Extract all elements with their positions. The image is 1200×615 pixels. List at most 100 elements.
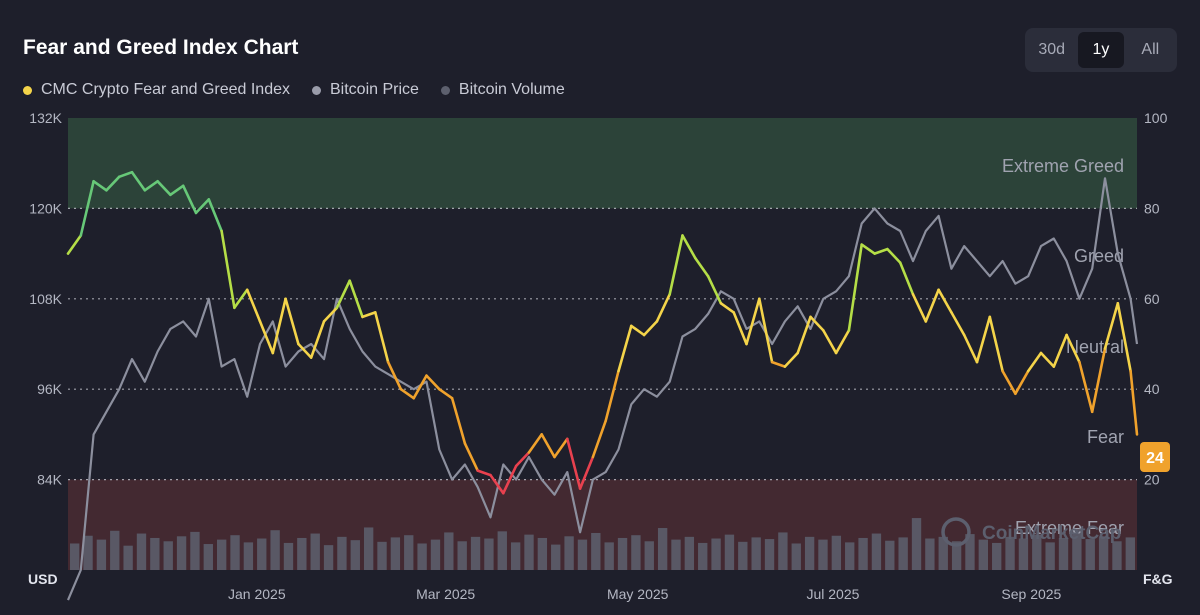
legend-label-fear-greed: CMC Crypto Fear and Greed Index <box>41 81 290 98</box>
fear-greed-segment <box>655 292 672 323</box>
volume-bar <box>577 539 588 570</box>
volume-bar <box>1112 541 1122 570</box>
legend-item-fear-greed[interactable]: CMC Crypto Fear and Greed Index <box>23 81 290 99</box>
zone-label-neutral: Neutral <box>1066 337 1124 357</box>
fear-greed-segment <box>386 360 403 391</box>
right-axis-tick-label: 80 <box>1144 200 1160 216</box>
volume-bar <box>1018 538 1029 570</box>
volume-bar <box>564 536 574 570</box>
right-axis-tick-label: 100 <box>1144 110 1168 126</box>
volume-bar <box>150 537 160 570</box>
current-value-text: 24 <box>1146 450 1164 467</box>
volume-bar <box>1072 529 1082 570</box>
volume-bar <box>524 534 534 570</box>
range-30d-button[interactable]: 30d <box>1038 41 1066 58</box>
fear-greed-segment <box>604 369 620 423</box>
volume-bar <box>831 535 842 570</box>
fear-greed-segment <box>796 315 812 355</box>
fear-greed-segment <box>860 243 876 255</box>
volume-bar <box>323 545 334 570</box>
fear-greed-segment <box>565 437 582 490</box>
volume-bar <box>310 533 320 570</box>
volume-bar <box>778 532 788 570</box>
fear-greed-segment <box>245 288 262 323</box>
volume-bar <box>1045 542 1055 570</box>
fear-greed-segment <box>130 170 147 192</box>
fear-greed-segment <box>373 311 390 364</box>
volume-bar <box>591 532 601 570</box>
zone-label-extreme-greed: Extreme Greed <box>1002 156 1124 176</box>
fear-greed-segment <box>1078 360 1094 414</box>
fear-greed-segment <box>1014 369 1030 396</box>
range-all-button[interactable]: All <box>1141 41 1160 58</box>
zone-label-greed: Greed <box>1074 246 1124 266</box>
extreme-greed-zone <box>68 118 1137 209</box>
fear-greed-segment <box>476 469 492 477</box>
volume-bar <box>992 542 1002 570</box>
current-value-badge: 24 <box>1140 442 1170 472</box>
x-axis-dates: Jan 2025 Mar 2025 May 2025 Jul 2025 Sep 2025 <box>228 586 1062 602</box>
chart-legend: CMC Crypto Fear and Greed Index Bitcoin … <box>23 81 565 99</box>
volume-bar <box>911 518 922 570</box>
volume-bar <box>363 527 374 570</box>
fear-greed-segment <box>962 333 979 364</box>
fear-greed-segment <box>271 297 287 355</box>
volume-bar <box>404 535 414 570</box>
volume-bar <box>671 539 681 570</box>
volume-bars <box>70 518 1135 570</box>
fear-greed-segment <box>681 234 697 260</box>
fear-greed-segment <box>105 175 121 192</box>
coinmarketcap-watermark: CoinMarketCap <box>941 517 1121 547</box>
fear-greed-segment <box>258 320 275 355</box>
fear-greed-segment <box>668 234 684 296</box>
volume-bar <box>484 538 494 570</box>
time-range-selector: 30d 1y All <box>1025 28 1177 72</box>
zone-label-extreme-fear: Extreme Fear <box>1015 518 1124 538</box>
fear-greed-segment <box>450 396 467 445</box>
fear-greed-segment <box>821 329 838 355</box>
volume-bar <box>430 539 441 570</box>
volume-bar <box>70 543 80 570</box>
fear-greed-segment <box>540 433 556 459</box>
watermark-text: CoinMarketCap <box>982 523 1121 544</box>
x-axis-tick-label: Jul 2025 <box>806 586 859 602</box>
x-axis-tick-label: Jan 2025 <box>228 586 286 602</box>
volume-bar <box>885 540 895 570</box>
chart-title: Fear and Greed Index Chart <box>23 36 299 59</box>
legend-item-bitcoin-volume[interactable]: Bitcoin Volume <box>440 81 565 99</box>
fear-greed-segment <box>834 329 851 355</box>
volume-bar <box>243 542 254 570</box>
legend-label-bitcoin-volume: Bitcoin Volume <box>458 81 565 98</box>
fear-greed-segment <box>1052 333 1068 368</box>
fear-greed-segment <box>361 311 377 319</box>
volume-bar <box>390 537 401 570</box>
left-axis-tick-label: 120K <box>29 200 62 216</box>
fear-greed-segment <box>1001 369 1017 396</box>
fear-greed-segment <box>809 315 825 332</box>
fear-greed-segment <box>617 324 633 373</box>
fear-greed-segment <box>745 297 761 346</box>
fear-greed-segment <box>1129 369 1139 436</box>
fear-greed-segment <box>847 243 864 332</box>
fear-greed-segment <box>1039 351 1056 368</box>
fear-greed-segment <box>169 184 185 197</box>
volume-bar <box>176 536 187 570</box>
volume-bar <box>203 544 213 570</box>
volume-bar <box>978 539 989 570</box>
right-axis-tick-label: 60 <box>1144 291 1160 307</box>
volume-bar <box>270 530 280 570</box>
left-axis-tick-label: 84K <box>37 472 63 488</box>
volume-bar <box>470 536 481 570</box>
bitcoin-price-line <box>66 177 1139 601</box>
fear-greed-segment <box>207 198 223 233</box>
fear-greed-segment <box>770 360 787 368</box>
range-1y-button[interactable]: 1y <box>1078 32 1124 68</box>
volume-bar <box>230 535 240 570</box>
volume-bar <box>684 536 695 570</box>
fear-greed-segment <box>873 247 889 255</box>
volume-bar <box>925 538 935 570</box>
volume-bar <box>350 540 360 570</box>
volume-bar <box>96 539 107 570</box>
legend-item-bitcoin-price[interactable]: Bitcoin Price <box>312 81 419 99</box>
